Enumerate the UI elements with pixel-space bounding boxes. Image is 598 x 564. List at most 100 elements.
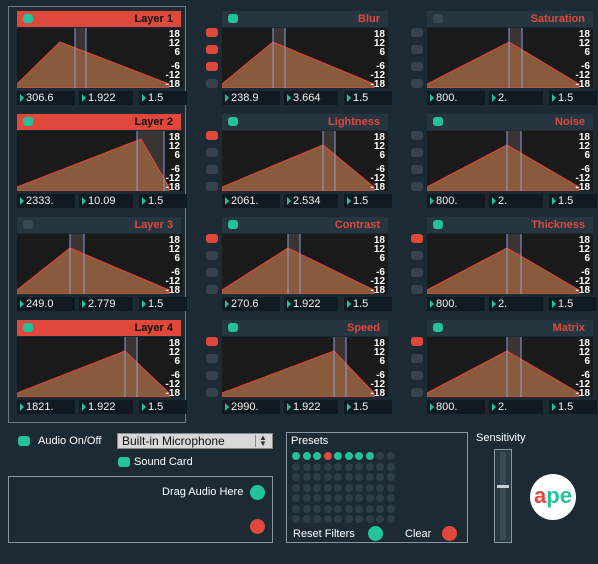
- frequency-value[interactable]: 800.: [427, 194, 485, 208]
- preset-slot[interactable]: [334, 473, 342, 481]
- preset-slot[interactable]: [302, 462, 311, 471]
- side-button[interactable]: [411, 165, 423, 174]
- reset-filters-button[interactable]: [368, 526, 383, 541]
- enable-toggle[interactable]: [23, 220, 33, 229]
- preset-slot[interactable]: [376, 473, 384, 481]
- preset-slot[interactable]: [302, 483, 311, 492]
- frequency-value[interactable]: 2333.: [17, 194, 75, 208]
- q-value[interactable]: 1.922: [284, 400, 338, 414]
- preset-slot[interactable]: [302, 452, 311, 460]
- side-button[interactable]: [206, 388, 218, 397]
- preset-slot[interactable]: [323, 483, 332, 492]
- enable-toggle[interactable]: [228, 14, 238, 23]
- side-button[interactable]: [411, 28, 423, 37]
- preset-slot[interactable]: [292, 473, 300, 481]
- clear-button[interactable]: [442, 526, 457, 541]
- side-button[interactable]: [206, 131, 218, 140]
- frequency-value[interactable]: 800.: [427, 400, 485, 414]
- preset-slot[interactable]: [365, 462, 374, 471]
- frequency-value[interactable]: 2990.: [222, 400, 280, 414]
- frequency-value[interactable]: 2061.: [222, 194, 280, 208]
- preset-slot[interactable]: [376, 452, 384, 460]
- preset-slot[interactable]: [292, 462, 300, 471]
- q-value[interactable]: 2.: [489, 91, 543, 105]
- side-button[interactable]: [206, 234, 218, 243]
- preset-slot[interactable]: [292, 452, 300, 460]
- sound-card-toggle[interactable]: [118, 457, 130, 467]
- side-button[interactable]: [411, 388, 423, 397]
- side-button[interactable]: [206, 371, 218, 380]
- gain-value[interactable]: 1.5: [344, 91, 392, 105]
- preset-slot[interactable]: [302, 473, 311, 481]
- audio-device-select[interactable]: Built-in Microphone ▲ ▼: [117, 433, 273, 449]
- q-value[interactable]: 1.922: [79, 91, 133, 105]
- preset-slot[interactable]: [386, 494, 395, 502]
- preset-slot[interactable]: [344, 483, 353, 492]
- preset-slot[interactable]: [344, 494, 353, 502]
- gain-value[interactable]: 1.5: [549, 91, 597, 105]
- preset-slot[interactable]: [323, 494, 332, 502]
- gain-value[interactable]: 1.5: [549, 297, 597, 311]
- side-button[interactable]: [206, 337, 218, 346]
- preset-slot[interactable]: [355, 515, 363, 523]
- side-button[interactable]: [411, 148, 423, 157]
- side-button[interactable]: [411, 234, 423, 243]
- preset-slot[interactable]: [323, 473, 332, 481]
- preset-slot[interactable]: [365, 473, 374, 481]
- frequency-value[interactable]: 249.0: [17, 297, 75, 311]
- side-button[interactable]: [411, 182, 423, 191]
- q-value[interactable]: 2.534: [284, 194, 338, 208]
- gain-value[interactable]: 1.5: [549, 400, 597, 414]
- q-value[interactable]: 1.922: [284, 297, 338, 311]
- frequency-value[interactable]: 800.: [427, 297, 485, 311]
- side-button[interactable]: [411, 354, 423, 363]
- preset-slot[interactable]: [386, 483, 395, 492]
- gain-value[interactable]: 1.5: [139, 91, 187, 105]
- gain-value[interactable]: 1.5: [139, 400, 187, 414]
- frequency-value[interactable]: 238.9: [222, 91, 280, 105]
- side-button[interactable]: [411, 79, 423, 88]
- preset-slot[interactable]: [334, 483, 342, 492]
- preset-slot[interactable]: [376, 462, 384, 471]
- preset-slot[interactable]: [313, 483, 321, 492]
- audio-toggle[interactable]: [18, 436, 30, 446]
- gain-value[interactable]: 1.5: [549, 194, 597, 208]
- preset-slot[interactable]: [386, 452, 395, 460]
- sensitivity-slider[interactable]: [494, 449, 512, 543]
- q-value[interactable]: 3.664: [284, 91, 338, 105]
- preset-slot[interactable]: [355, 452, 363, 460]
- preset-slot[interactable]: [302, 504, 311, 513]
- side-button[interactable]: [411, 337, 423, 346]
- preset-slot[interactable]: [313, 473, 321, 481]
- enable-toggle[interactable]: [23, 14, 33, 23]
- side-button[interactable]: [411, 251, 423, 260]
- preset-slot[interactable]: [323, 452, 332, 460]
- preset-slot[interactable]: [344, 462, 353, 471]
- preset-slot[interactable]: [355, 462, 363, 471]
- side-button[interactable]: [206, 251, 218, 260]
- preset-slot[interactable]: [376, 483, 384, 492]
- preset-slot[interactable]: [365, 504, 374, 513]
- preset-slot[interactable]: [302, 494, 311, 502]
- preset-slot[interactable]: [386, 473, 395, 481]
- side-button[interactable]: [206, 62, 218, 71]
- q-value[interactable]: 10.09: [79, 194, 133, 208]
- enable-toggle[interactable]: [433, 323, 443, 332]
- preset-slot[interactable]: [292, 483, 300, 492]
- preset-slot[interactable]: [344, 504, 353, 513]
- preset-slot[interactable]: [323, 504, 332, 513]
- preset-slot[interactable]: [292, 515, 300, 523]
- gain-value[interactable]: 1.5: [344, 297, 392, 311]
- preset-slot[interactable]: [355, 504, 363, 513]
- preset-slot[interactable]: [313, 462, 321, 471]
- side-button[interactable]: [206, 79, 218, 88]
- preset-slot[interactable]: [292, 494, 300, 502]
- preset-slot[interactable]: [313, 494, 321, 502]
- enable-toggle[interactable]: [433, 117, 443, 126]
- preset-slot[interactable]: [376, 504, 384, 513]
- preset-slot[interactable]: [344, 473, 353, 481]
